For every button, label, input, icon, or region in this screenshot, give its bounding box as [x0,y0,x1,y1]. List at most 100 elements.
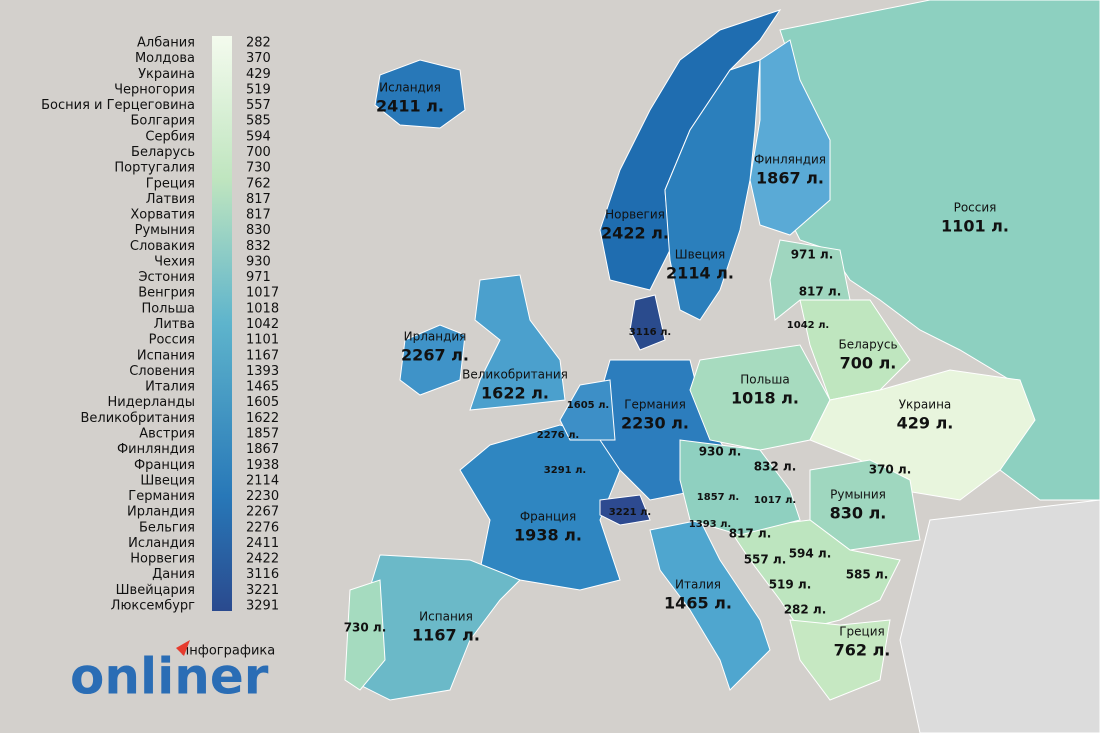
legend-value: 282 [246,36,271,51]
legend-value: 832 [246,239,271,254]
country-value: 2267 л. [401,346,469,365]
color-scale [212,36,232,611]
legend-country: Дания [152,567,195,582]
legend-value: 762 [246,176,271,191]
legend-value: 2422 [246,552,279,567]
brand-tag: инфографика [181,644,275,659]
country-value: 971 л. [791,248,834,262]
legend-value: 1867 [246,442,279,457]
legend-country: Нидерланды [108,395,196,410]
legend-value: 930 [246,254,271,269]
legend-country: Словения [129,364,195,379]
country-value: 832 л. [754,460,797,474]
legend-country: Россия [149,333,195,348]
country-value: 1605 л. [567,400,609,411]
country-name: Греция [839,625,885,639]
country-name: Финляндия [754,153,826,167]
country-value: 1622 л. [481,384,549,403]
country-value: 1393 л. [689,519,731,530]
country-name: Италия [675,578,721,592]
legend-value: 1605 [246,395,279,410]
country-name: Ирландия [404,330,467,344]
country-value: 594 л. [789,547,832,561]
country-value: 817 л. [799,285,842,299]
country-value: 830 л. [830,504,887,523]
country-value: 1938 л. [514,526,582,545]
legend-value: 1042 [246,317,279,332]
legend-value: 1018 [246,301,279,316]
legend-value: 971 [246,270,271,285]
legend-value: 700 [246,145,271,160]
logo-accent [176,640,190,656]
country-name: Испания [419,610,473,624]
country-value: 1167 л. [412,626,480,645]
legend-value: 830 [246,223,271,238]
legend-value: 1938 [246,458,279,473]
legend-value: 3291 [246,599,279,614]
country-value: 1042 л. [787,320,829,331]
country-name: Украина [899,398,952,412]
country-value: 2114 л. [666,264,734,283]
legend-country: Ирландия [127,505,195,520]
country-value: 429 л. [897,414,954,433]
legend-value: 2230 [246,489,279,504]
legend-country: Босния и Герцеговина [41,98,195,113]
legend-country: Португалия [114,161,195,176]
country-value: 1101 л. [941,217,1009,236]
legend-value: 1167 [246,348,279,363]
legend-value: 2114 [246,473,279,488]
country-value: 3116 л. [629,327,671,338]
legend-value: 557 [246,98,271,113]
country-value: 370 л. [869,463,912,477]
legend-country: Румыния [135,223,195,238]
country-value: 585 л. [846,568,889,582]
legend-value: 519 [246,82,271,97]
country-value: 700 л. [840,354,897,373]
country-name: Россия [954,201,997,215]
legend-value: 1622 [246,411,279,426]
legend-country: Словакия [130,239,195,254]
legend-country: Албания [137,36,195,51]
legend-value: 2276 [246,520,279,535]
countries [344,0,1100,733]
country-value: 762 л. [834,641,891,660]
country-name: Великобритания [462,368,568,382]
country-value: 2276 л. [537,430,579,441]
legend-country: Люксембург [111,599,195,614]
legend-country: Польша [141,301,195,316]
country-value: 1018 л. [731,389,799,408]
country-value: 1465 л. [664,594,732,613]
legend-country: Германия [128,489,195,504]
legend-country: Украина [138,67,195,82]
legend-country: Бельгия [139,520,195,535]
country-value: 3291 л. [544,465,586,476]
legend-country: Швейцария [116,583,195,598]
legend-country: Беларусь [131,145,195,160]
legend-value: 370 [246,51,271,66]
legend-value: 1393 [246,364,279,379]
country-value: 2411 л. [376,97,444,116]
country-name: Швеция [675,248,725,262]
legend-country: Хорватия [130,208,195,223]
legend-value: 730 [246,161,271,176]
country-name: Франция [520,510,576,524]
legend-country: Эстония [138,270,195,285]
country-name: Польша [740,373,789,387]
legend-country: Молдова [135,51,195,66]
legend-country: Латвия [146,192,195,207]
country-value: 1017 л. [754,495,796,506]
country-name: Румыния [830,488,886,502]
legend-country: Венгрия [138,286,195,301]
country-value: 730 л. [344,621,387,635]
legend-country: Черногория [114,82,195,97]
legend-value: 429 [246,67,271,82]
country-value: 930 л. [699,445,742,459]
legend-country: Чехия [154,254,195,269]
legend-country: Финляндия [117,442,195,457]
brand-logo: onliner [70,648,269,706]
legend-value: 1017 [246,286,279,301]
legend-country: Франция [134,458,195,473]
legend-country: Литва [154,317,195,332]
legend-value: 2267 [246,505,279,520]
country-value: 1867 л. [756,169,824,188]
